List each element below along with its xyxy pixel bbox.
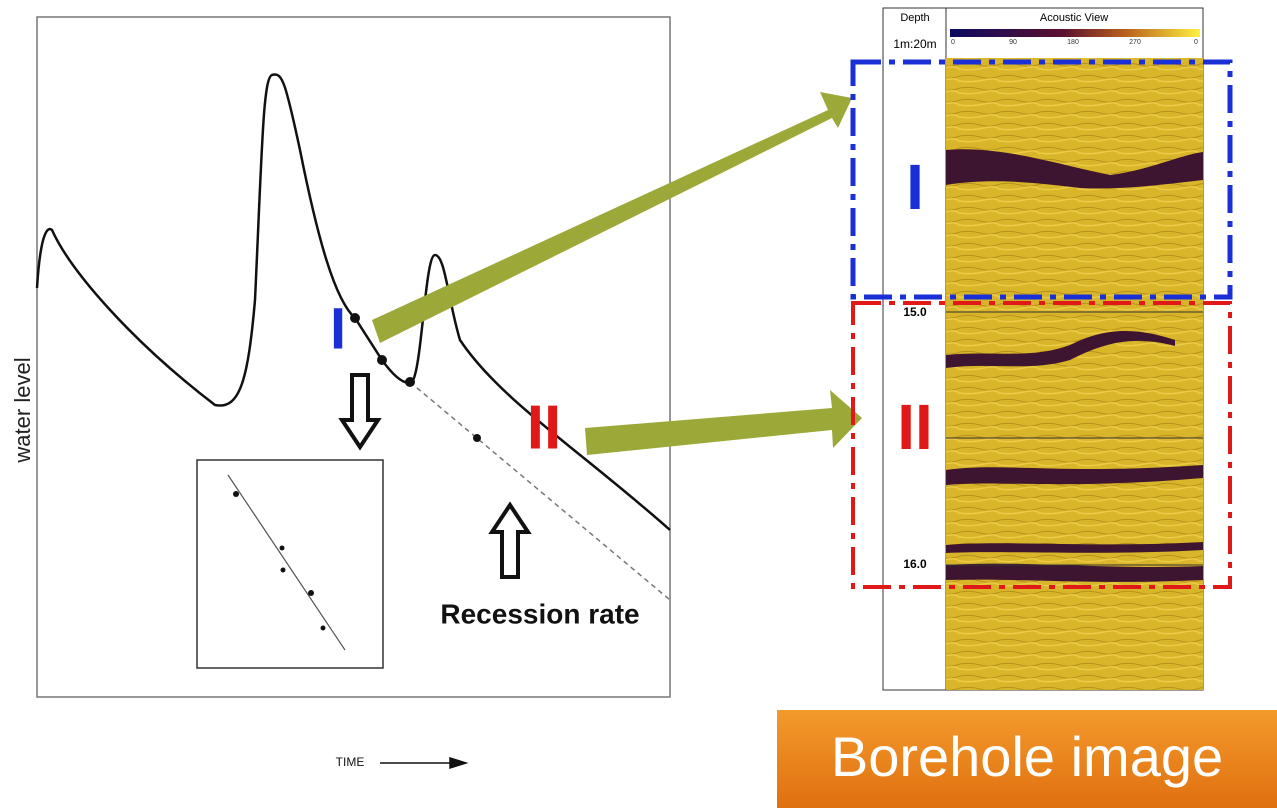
x-axis-label: TIME [336, 755, 365, 769]
colorbar-tick: 180 [1067, 39, 1079, 46]
segment-label: II [527, 393, 561, 462]
segment-label: II [897, 391, 933, 463]
depth-header: Depth [900, 12, 929, 24]
colorbar-tick: 0 [1194, 39, 1198, 46]
scale-label: 1m:20m [893, 37, 936, 51]
y-axis-label: water level [10, 357, 35, 463]
colorbar-tick: 0 [951, 39, 955, 46]
caption: Borehole image [831, 725, 1223, 788]
colorbar [950, 29, 1200, 37]
depth-label: 16.0 [903, 557, 927, 571]
depth-label: 15.0 [903, 305, 927, 319]
x-axis-arrow [380, 758, 466, 768]
colorbar-tick: 90 [1009, 39, 1017, 46]
view-header: Acoustic View [1040, 12, 1108, 24]
figure: I II Recession rate water level TIME Dep… [0, 0, 1277, 808]
colorbar-tick: 270 [1129, 39, 1141, 46]
segment-label: I [330, 296, 346, 361]
inset-frame [197, 460, 383, 668]
annotation: Recession rate [440, 598, 639, 629]
segment-label: I [906, 151, 924, 223]
